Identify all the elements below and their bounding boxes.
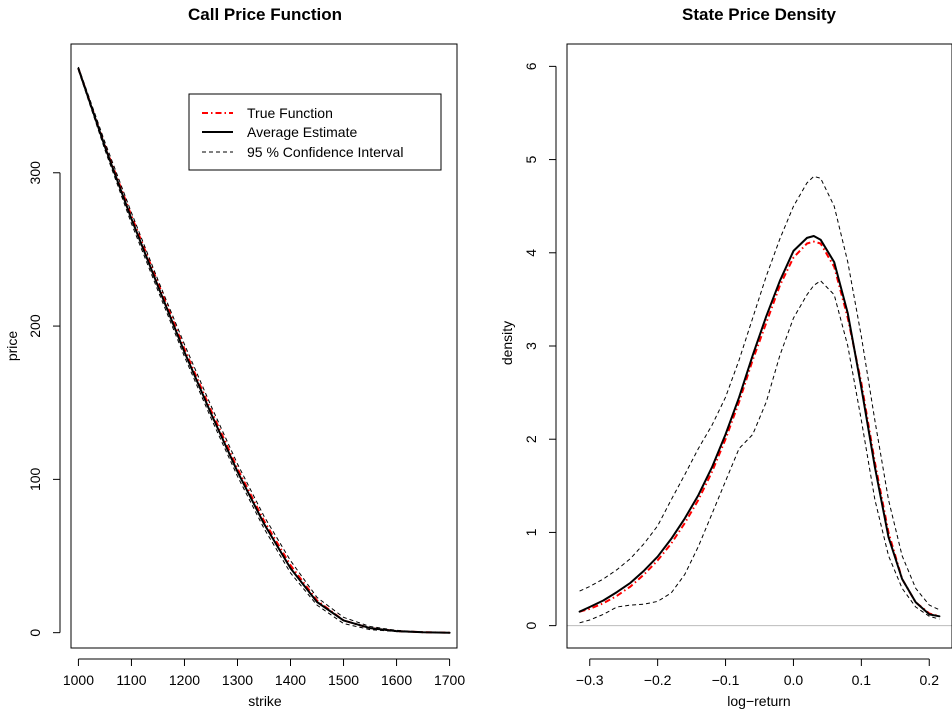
y-axis-label-state-price-density: density <box>499 321 515 365</box>
x-tick-label-state-price-density: 0.2 <box>920 672 940 688</box>
plot-frame-state-price-density <box>566 43 952 649</box>
series-line-95-confidence-interval-state-price-density-2 <box>579 175 940 611</box>
x-tick-label-state-price-density: 0.0 <box>784 672 804 688</box>
series-lines-call-price <box>77 66 451 634</box>
x-tick-label-call-price: 1100 <box>116 672 146 688</box>
y-tick-label-call-price: 0 <box>27 629 43 637</box>
y-axis-label-call-price: price <box>4 331 20 362</box>
y-tick-label-state-price-density: 0 <box>523 622 539 630</box>
x-tick-label-call-price: 1000 <box>63 672 94 688</box>
series-lines-state-price-density <box>578 175 941 624</box>
chart-title-call-price: Call Price Function <box>188 5 342 24</box>
legend-box <box>188 93 442 171</box>
axes-state-price-density: −0.3 −0.2 −0.1 0.0 0.1 0.2 0 1 2 3 4 5 6 <box>523 62 939 688</box>
legend-label-average-estimate: Average Estimate <box>247 124 357 140</box>
series-line-95-confidence-interval-state-price-density-3 <box>579 280 940 624</box>
x-axis-label-call-price: strike <box>248 693 282 709</box>
y-tick-label-call-price: 200 <box>27 314 43 338</box>
series-line-average-estimate-call-price-1 <box>77 67 451 634</box>
chart-title-state-price-density: State Price Density <box>682 5 837 24</box>
x-tick-label-call-price: 1500 <box>328 672 359 688</box>
y-tick-label-call-price: 100 <box>27 467 43 491</box>
y-tick-label-state-price-density: 6 <box>523 62 539 70</box>
axes-call-price: 1000 1100 1200 1300 1400 1500 1600 1700 0 100 200 3… <box>27 161 465 688</box>
x-tick-label-call-price: 1200 <box>169 672 200 688</box>
legend-label-confidence-interval: 95 % Confidence Interval <box>247 144 403 160</box>
x-axis-label-state-price-density: log−return <box>727 693 790 709</box>
x-tick-label-call-price: 1300 <box>222 672 253 688</box>
panel-state-price-density: State Price Density −0.3 −0.2 −0.1 0.0 0.1 0.… <box>499 5 952 709</box>
plot-frame-call-price <box>70 43 458 649</box>
y-tick-label-state-price-density: 4 <box>523 249 539 257</box>
y-tick-label-state-price-density: 1 <box>523 528 539 536</box>
x-tick-label-state-price-density: 0.1 <box>852 672 872 688</box>
series-line-average-estimate-state-price-density-1 <box>578 235 941 618</box>
legend: True Function Average Estimate 95 % Conf… <box>188 93 442 171</box>
y-tick-label-state-price-density: 2 <box>523 435 539 443</box>
x-tick-label-call-price: 1600 <box>381 672 412 688</box>
y-tick-label-call-price: 300 <box>27 161 43 185</box>
series-line-95-confidence-interval-call-price-3 <box>77 69 450 634</box>
x-tick-label-call-price: 1400 <box>275 672 306 688</box>
x-tick-label-state-price-density: −0.2 <box>644 672 672 688</box>
series-line-95-confidence-interval-call-price-2 <box>77 66 450 634</box>
x-tick-label-state-price-density: −0.1 <box>712 672 740 688</box>
y-tick-label-state-price-density: 5 <box>523 155 539 163</box>
x-tick-label-state-price-density: −0.3 <box>576 672 604 688</box>
legend-label-true-function: True Function <box>247 105 333 121</box>
y-tick-label-state-price-density: 3 <box>523 342 539 350</box>
panel-call-price: Call Price Function 1000 1100 1200 1300 1400… <box>4 5 465 709</box>
series-line-true-function-state-price-density-0 <box>579 240 940 618</box>
x-tick-label-call-price: 1700 <box>434 672 465 688</box>
